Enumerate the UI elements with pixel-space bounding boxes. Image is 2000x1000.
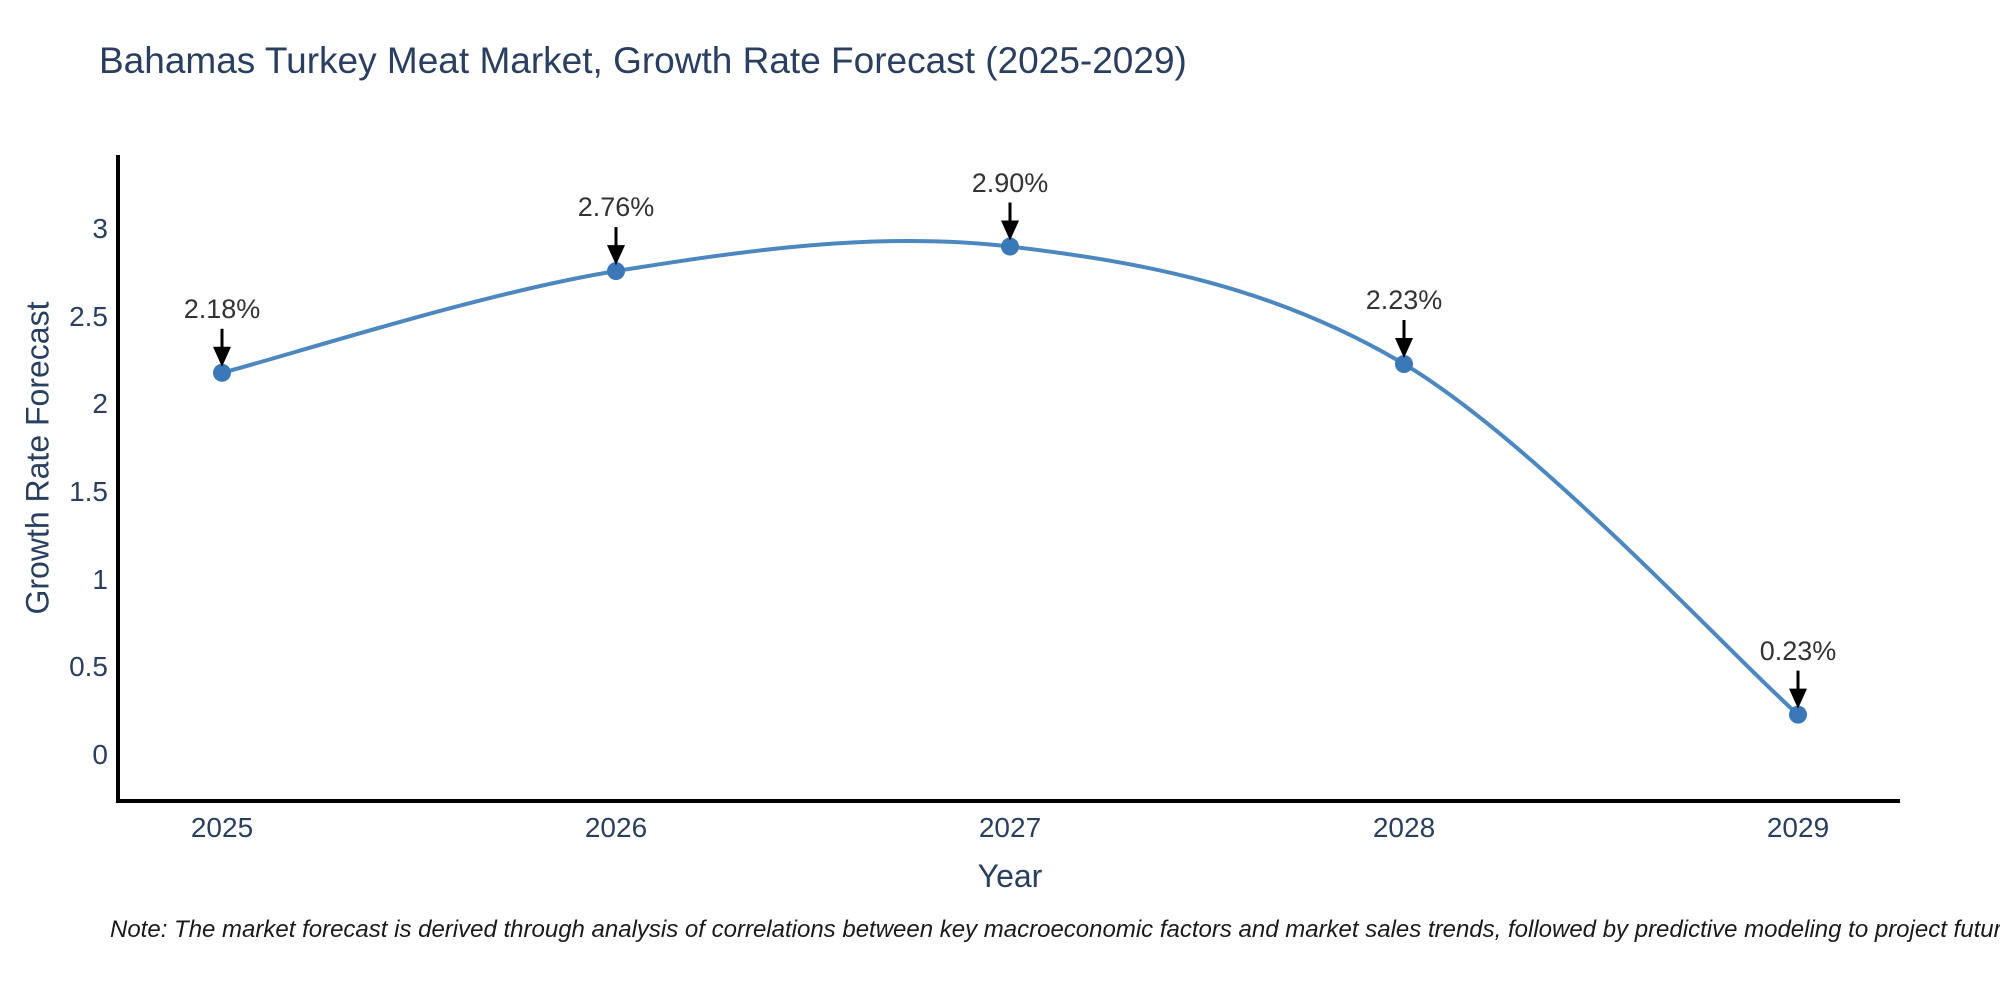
y-tick-label: 0.5 — [69, 651, 108, 683]
x-axis-title: Year — [977, 858, 1043, 894]
data-point-marker — [607, 262, 625, 281]
trend-line — [220, 238, 1800, 717]
data-point-marker — [213, 363, 231, 382]
chart-title: Bahamas Turkey Meat Market, Growth Rate … — [99, 40, 1187, 81]
x-tick-label: 2027 — [978, 812, 1042, 843]
annotation-arrowhead — [1789, 688, 1807, 709]
x-tick-label: 2029 — [1766, 812, 1830, 843]
x-tick-label: 2028 — [1372, 812, 1436, 843]
y-tick-label: 2.5 — [69, 300, 108, 332]
annotation-arrowhead — [213, 346, 231, 367]
y-tick-label: 1 — [92, 563, 108, 595]
data-point-marker — [1789, 705, 1807, 724]
y-tick-label: 1.5 — [69, 476, 108, 507]
y-tick-label: 0 — [92, 739, 108, 770]
y-tick-label: 2 — [92, 388, 108, 420]
footnote: Note: The market forecast is derived thr… — [110, 916, 2000, 943]
annotation-arrowhead — [1001, 220, 1019, 241]
y-tick-label: 3 — [92, 213, 108, 244]
data-point-marker — [1395, 355, 1413, 374]
annotation-label: 2.76% — [577, 192, 655, 223]
annotation-arrowhead — [607, 245, 625, 266]
data-point-marker — [1001, 237, 1019, 256]
annotation-label: 2.23% — [1365, 285, 1443, 315]
x-tick-label: 2025 — [190, 812, 254, 843]
annotation-arrowhead — [1395, 338, 1413, 359]
x-tick-label: 2026 — [584, 812, 648, 843]
annotation-label: 0.23% — [1759, 635, 1837, 666]
annotation-label: 2.18% — [183, 293, 261, 324]
annotation-label: 2.90% — [971, 167, 1049, 198]
